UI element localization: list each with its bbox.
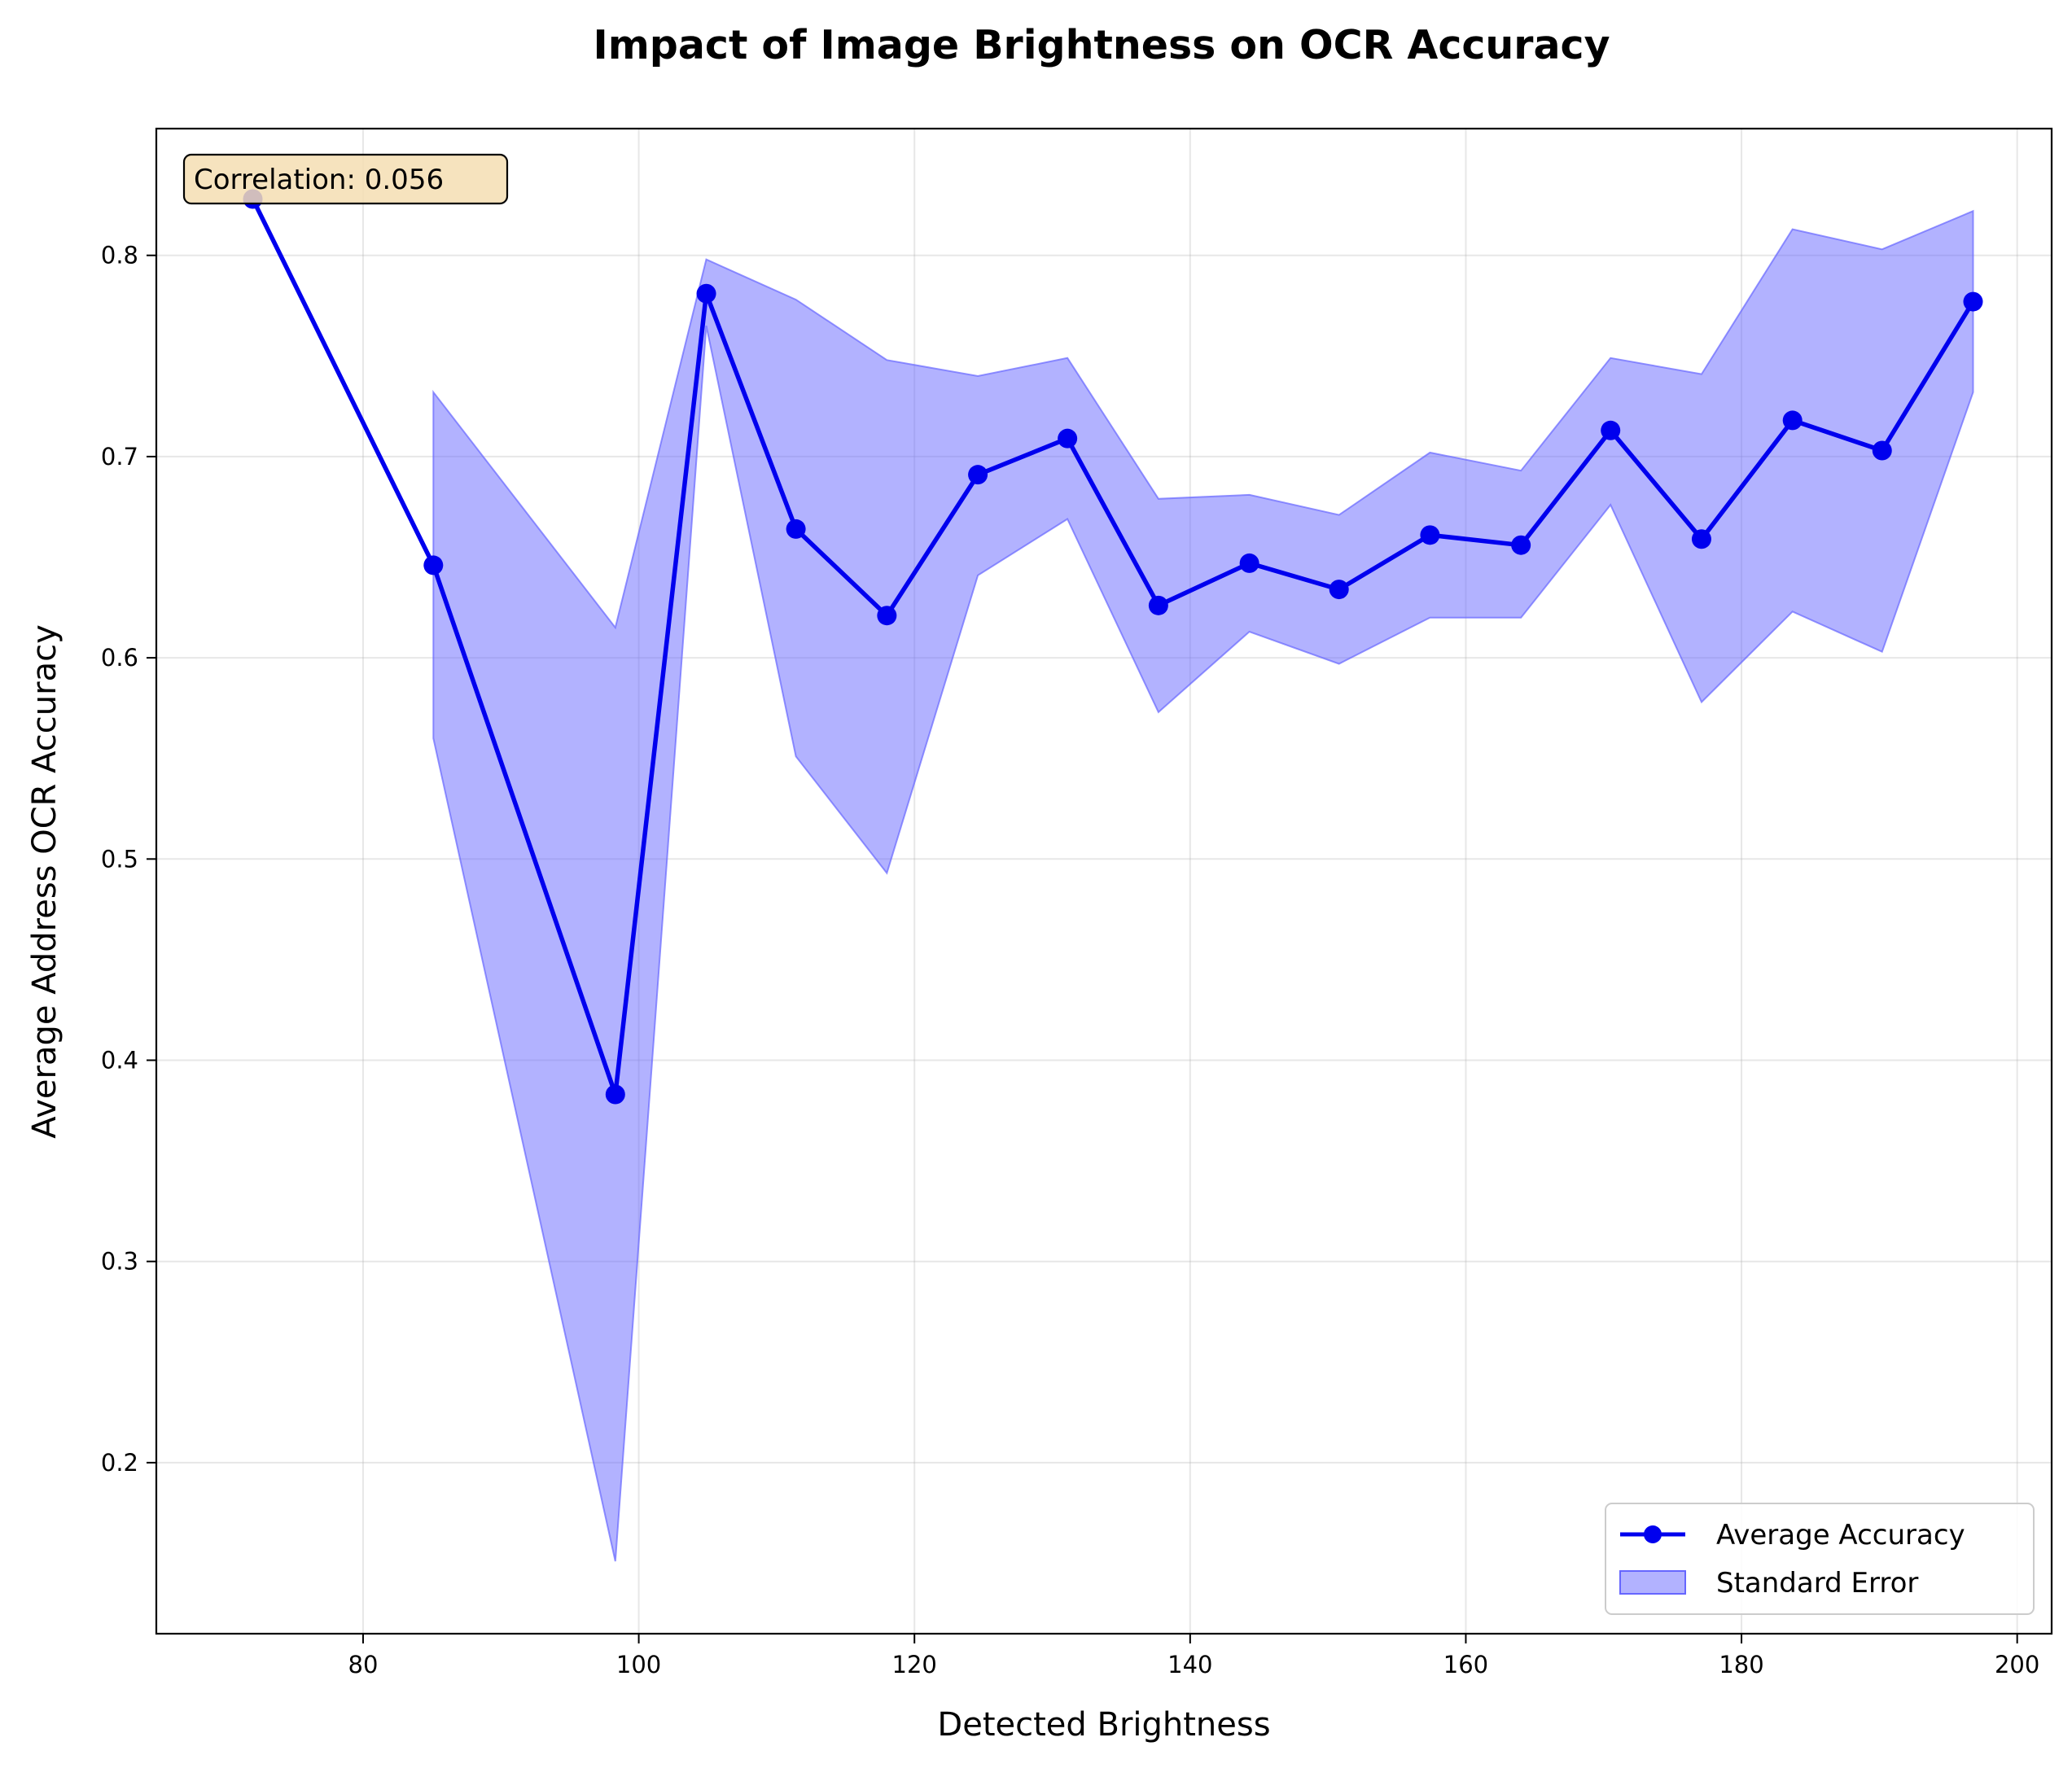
data-point	[877, 606, 897, 626]
series-markers-layer	[243, 189, 1983, 1105]
legend-entry-standard-error: Standard Error	[1716, 1567, 1918, 1600]
y-tick-label: 0.5	[101, 845, 138, 873]
legend-marker-swatch	[1644, 1525, 1662, 1543]
x-tick-label: 200	[1995, 1651, 2039, 1678]
x-axis-ticks: 80 100 120 140 160 180 200	[348, 1634, 2039, 1678]
correlation-annotation: Correlation: 0.056	[182, 153, 509, 205]
y-tick-label: 0.2	[101, 1449, 138, 1477]
series-line-layer	[251, 198, 1975, 1097]
x-tick-label: 80	[348, 1651, 379, 1678]
y-axis-label: Average Address OCR Accuracy	[26, 624, 64, 1139]
x-tick-label: 140	[1167, 1651, 1212, 1678]
data-point	[1782, 410, 1803, 431]
x-tick-label: 100	[616, 1651, 661, 1678]
data-point	[1058, 428, 1078, 449]
y-tick-label: 0.3	[101, 1248, 138, 1276]
data-point	[423, 555, 444, 575]
y-tick-label: 0.6	[101, 644, 138, 672]
data-point	[1329, 580, 1349, 600]
legend-band-swatch	[1619, 1570, 1686, 1595]
annotation-text: Correlation: 0.056	[194, 164, 444, 196]
data-point	[1691, 529, 1711, 549]
plot-frame	[155, 127, 2053, 1635]
chart-title: Impact of Image Brightness on OCR Accura…	[593, 22, 1610, 68]
data-point	[605, 1084, 625, 1105]
y-axis-ticks: 0.2 0.3 0.4 0.5 0.6 0.7 0.8	[101, 242, 156, 1477]
data-point	[1872, 440, 1892, 461]
data-point	[1511, 535, 1531, 555]
series-line-average-accuracy	[251, 198, 1975, 1097]
data-point	[1148, 595, 1168, 615]
data-point	[786, 519, 806, 539]
y-tick-label: 0.8	[101, 242, 138, 269]
data-point	[968, 465, 988, 485]
legend: Average Accuracy Standard Error	[1605, 1503, 2035, 1615]
data-point	[1420, 525, 1440, 545]
annotation-box	[182, 153, 509, 205]
x-tick-label: 120	[892, 1651, 937, 1678]
data-point	[1239, 553, 1259, 573]
y-tick-label: 0.4	[101, 1047, 138, 1074]
data-point	[1963, 291, 1983, 312]
y-tick-label: 0.7	[101, 443, 138, 470]
x-tick-label: 180	[1719, 1651, 1763, 1678]
legend-entry-average-accuracy: Average Accuracy	[1716, 1519, 1965, 1551]
data-point	[1601, 420, 1621, 440]
data-point	[696, 283, 716, 304]
x-tick-label: 160	[1443, 1651, 1488, 1678]
legend-frame	[1605, 1503, 2035, 1615]
x-axis-label: Detected Brightness	[937, 1706, 1270, 1744]
